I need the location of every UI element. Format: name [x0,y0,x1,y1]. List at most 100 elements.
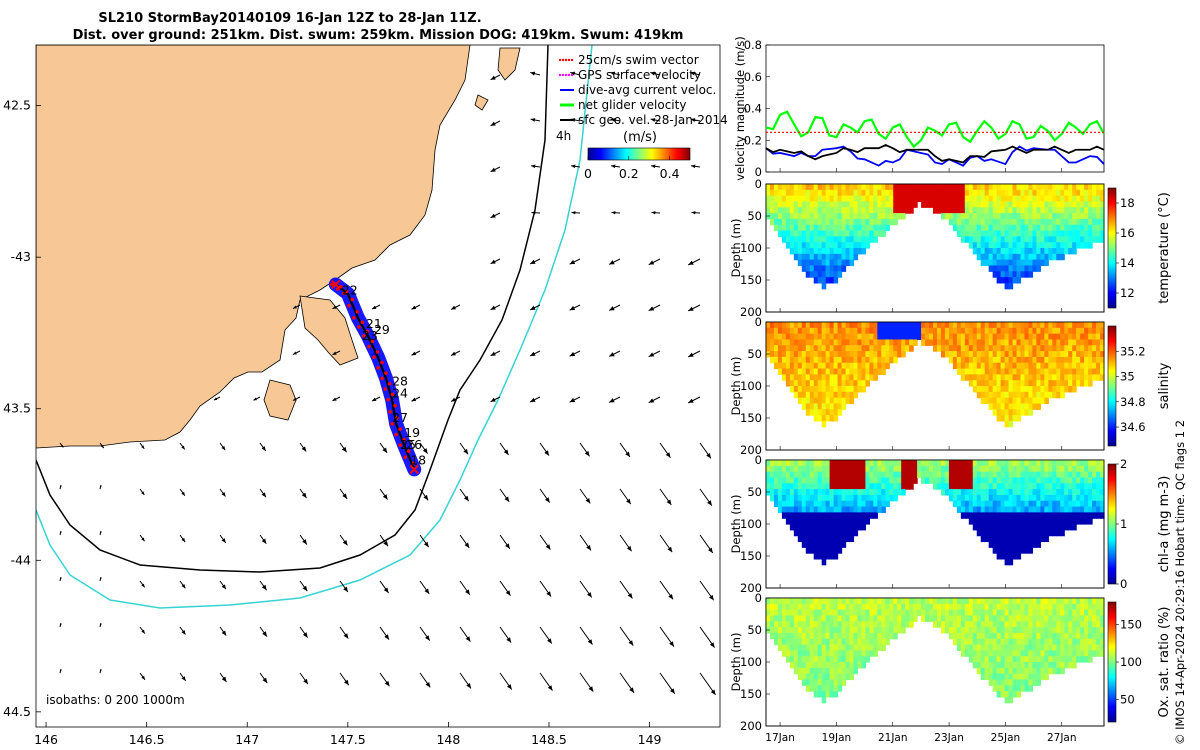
section-cell [817,259,823,267]
section-cell [984,500,990,508]
velocity-arrow [219,488,226,497]
section-cell [1080,506,1085,513]
section-cell [1048,494,1053,502]
section-cell [1088,518,1093,525]
section-cell [996,638,1002,646]
section-cell [789,460,795,467]
section-cell [793,374,799,381]
section-cell [1048,662,1053,669]
section-cell [996,518,1002,525]
section-cell [1020,667,1026,675]
section-cell [940,477,946,484]
section-cell [1096,483,1101,490]
section-cell [821,621,827,628]
section-cell [980,333,986,341]
velocity-arrow [332,304,341,310]
section-cell [777,621,783,628]
section-cell [785,322,791,329]
section-cell [1052,327,1057,335]
section-cell [881,362,886,370]
velocity-arrow [490,166,501,173]
section-cell [821,356,827,364]
section-cell [1036,662,1041,669]
section-cell [873,460,878,467]
section-cell [769,494,775,502]
section-cell [1080,351,1085,358]
section-cell [988,380,994,387]
section-cell [869,627,874,634]
section-cell [980,609,986,617]
section-cell [984,477,990,484]
section-cell [781,356,787,364]
section-cell [1084,477,1089,484]
section-cell [1016,632,1022,640]
section-cell [992,356,998,364]
section-cell [940,339,946,346]
section-cell [837,541,843,548]
section-cell [956,333,962,341]
section-cell [817,415,823,422]
section-cell [1004,345,1010,352]
section-cell [1036,362,1041,370]
section-cell [869,477,874,484]
section-cell [869,218,874,226]
section-cell [1084,615,1089,622]
section-cell [805,621,811,628]
section-cell [1068,609,1073,617]
velocity-arrow [531,164,541,169]
section-cell [1052,529,1057,537]
section-cell [921,201,926,208]
section-cell [1008,391,1014,399]
swim-vector-dot [360,320,365,325]
section-cell [805,207,811,214]
section-cell [1008,248,1014,255]
section-cell [817,541,823,548]
section-cell [785,184,791,191]
glider-track-line [335,283,416,470]
section-cell [1052,621,1057,628]
section-cell [976,391,982,399]
section-cell [1060,477,1065,484]
section-cell [885,638,890,646]
section-cell [940,207,946,214]
velocity-arrow [99,530,102,536]
section-cell [845,650,851,657]
section-cell [1028,603,1034,611]
section-cell [1008,368,1014,375]
section-cell [1056,667,1061,675]
section-cell [933,615,938,622]
section-cell [968,615,974,622]
section-cell [1044,471,1049,479]
section-cell [777,189,783,197]
section-cell [789,621,795,628]
section-cell [853,477,859,484]
section-cell [901,184,906,191]
section-cell [829,603,835,611]
section-cell [1100,362,1105,370]
swim-vector-dot [383,387,387,391]
x-tick-label: 148 [436,732,460,747]
section-cell [944,460,950,467]
section-cell [805,627,811,634]
section-cell [984,362,990,370]
section-colorbar [1107,325,1117,447]
section-cell [1020,374,1026,381]
section-cell [956,230,962,237]
section-cell [817,529,823,537]
section-cell [773,195,779,203]
section-cell [789,524,795,531]
section-cell [861,380,867,387]
section-cell [1032,362,1037,370]
section-cell [1032,627,1037,634]
section-cell [1028,679,1034,686]
section-cell [857,524,863,531]
section-cell [845,609,851,617]
section-cell [785,500,791,508]
section-cell [960,483,966,490]
section-cell [1032,500,1037,508]
section-cell [829,195,835,203]
section-cell [1056,500,1061,508]
section-cell [909,184,914,191]
section-cell [785,368,791,375]
section-cell [1000,339,1006,346]
